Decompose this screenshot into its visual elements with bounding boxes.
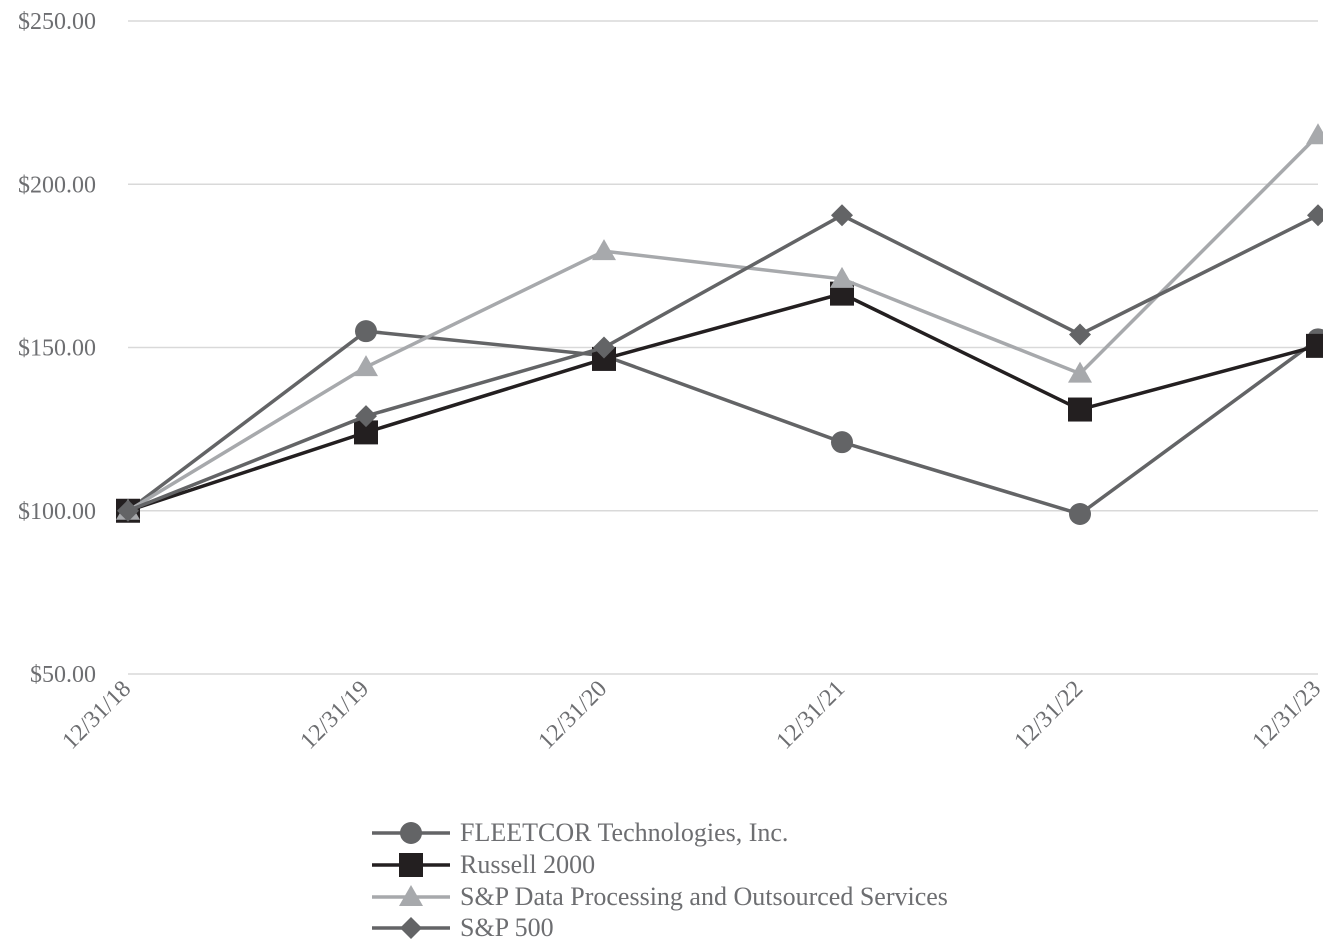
data-point [830,266,854,288]
data-point [1069,323,1091,346]
legend-label: S&P 500 [460,913,554,940]
y-tick-label: $150.00 [18,336,96,362]
series-line [127,213,1319,513]
legend-item: S&P 500 [372,913,554,940]
grid-lines [128,20,1318,675]
x-tick-label: 12/31/23 [1248,676,1323,755]
data-point [1069,503,1091,526]
data-point [831,431,853,454]
legend-marker [399,853,423,877]
data-point [355,320,377,343]
x-tick-label: 12/31/19 [296,676,375,755]
x-tick-label: 12/31/21 [772,676,851,755]
legend-label: S&P Data Processing and Outsourced Servi… [460,882,948,911]
x-tick-label: 12/31/20 [534,676,613,755]
data-point [593,336,615,359]
data-point [355,405,377,428]
legend: FLEETCOR Technologies, Inc. Russell 2000 S… [372,818,948,940]
series-2 [116,123,1323,520]
x-tick-label: 12/31/22 [1010,676,1089,755]
series-3 [117,204,1323,522]
data-point [1306,333,1323,358]
y-tick-label: $100.00 [18,499,96,525]
legend-item: S&P Data Processing and Outsourced Servi… [372,882,948,911]
data-point [1307,204,1323,227]
data-point [1068,397,1092,422]
series-line [127,291,1319,513]
legend-item: Russell 2000 [372,850,595,879]
x-axis-tick-labels: 12/31/18 12/31/19 12/31/20 12/31/21 12/31/22… [58,676,1323,755]
legend-label: FLEETCOR Technologies, Inc. [460,818,788,847]
series-line [126,329,1320,516]
y-axis-tick-labels: $50.00 $100.00 $150.00 $200.00 $250.00 [18,9,96,688]
data-point [1068,361,1092,383]
data-point [117,499,139,522]
y-tick-label: $250.00 [18,9,96,35]
series-line [127,134,1320,513]
data-point [354,355,378,377]
legend-marker [400,822,422,844]
legend-label: Russell 2000 [460,850,595,879]
legend-item: FLEETCOR Technologies, Inc. [372,818,788,847]
series-0 [117,320,1323,526]
y-tick-label: $200.00 [18,172,96,198]
legend-marker [399,885,423,906]
data-point [831,204,853,227]
legend-marker [400,917,422,939]
series-lines [116,123,1323,526]
y-tick-label: $50.00 [30,662,96,688]
data-point [1306,123,1323,145]
series-1 [116,281,1323,523]
data-point [592,239,616,261]
